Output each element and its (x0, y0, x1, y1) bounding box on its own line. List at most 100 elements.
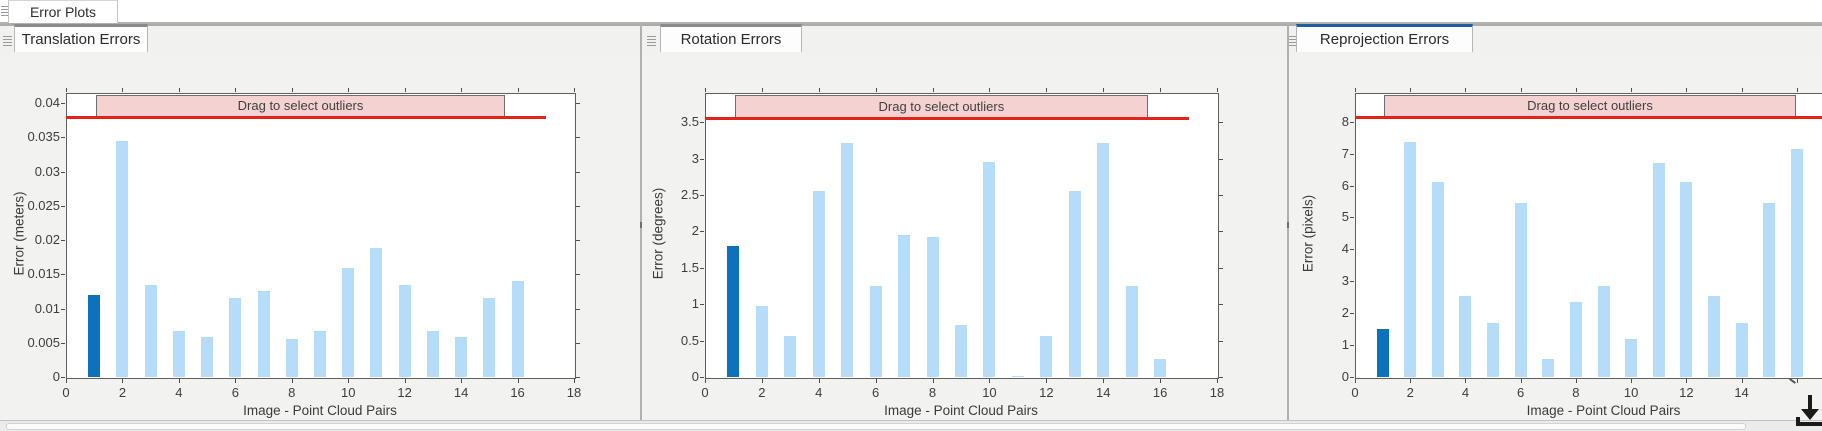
bar-pair-3[interactable] (1431, 182, 1444, 377)
bar-pair-12[interactable] (1040, 336, 1053, 377)
bar-pair-16[interactable] (1790, 148, 1803, 377)
tab-error-plots-label: Error Plots (29, 4, 97, 20)
y-tick-label: 2 (691, 223, 699, 239)
x-axis-label: Image - Point Cloud Pairs (243, 403, 397, 418)
panel-splitter[interactable] (1287, 22, 1289, 420)
bar-pair-12[interactable] (1680, 182, 1693, 377)
outlier-threshold-line (1355, 115, 1822, 119)
y-tick-mark (1350, 185, 1354, 187)
tab-rotation-errors-label: Rotation Errors (680, 31, 782, 48)
bar-pair-9[interactable] (1597, 286, 1610, 377)
bar-pair-2[interactable] (1404, 142, 1417, 377)
drag-grip-icon[interactable] (3, 34, 12, 48)
bar-pair-5[interactable] (201, 337, 214, 377)
bar-pair-13[interactable] (1068, 190, 1081, 377)
plot-area[interactable] (1355, 93, 1822, 379)
bar-pair-3[interactable] (144, 284, 157, 377)
horizontal-scrollbar-thumb[interactable] (6, 423, 1746, 430)
bar-pair-11[interactable] (1652, 163, 1665, 377)
bar-pair-10[interactable] (1625, 338, 1638, 377)
bar-pair-11[interactable] (370, 248, 383, 377)
x-tick-mark (1796, 88, 1798, 92)
y-tick-label: 0.01 (34, 300, 60, 316)
y-tick-label: 6 (1341, 177, 1349, 193)
drag-grip-icon[interactable] (647, 34, 656, 48)
outlier-threshold-line (66, 115, 546, 119)
outlier-threshold-line (705, 117, 1189, 121)
x-tick-mark (348, 379, 350, 383)
drag-grip-icon[interactable] (1289, 34, 1298, 48)
tab-error-plots[interactable]: Error Plots (8, 0, 118, 23)
bar-pair-2[interactable] (116, 140, 129, 377)
x-tick-label: 4 (815, 385, 823, 400)
tab-reprojection-errors[interactable]: Reprojection Errors (1296, 24, 1473, 52)
y-tick-mark (1350, 345, 1354, 347)
x-tick-mark (1160, 379, 1162, 383)
bar-pair-15[interactable] (1763, 203, 1776, 377)
bar-pair-16[interactable] (511, 281, 524, 377)
bar-pair-13[interactable] (426, 331, 439, 377)
x-tick-mark (1741, 379, 1743, 383)
x-tick-mark (517, 88, 519, 92)
bar-pair-7[interactable] (1542, 359, 1555, 377)
bar-pair-8[interactable] (926, 237, 939, 377)
tab-translation-errors[interactable]: Translation Errors (14, 24, 148, 52)
panel-tabstrip: Reprojection Errors (1288, 24, 1822, 54)
bar-pair-13[interactable] (1707, 295, 1720, 377)
y-tick-label: 0.5 (680, 332, 699, 348)
bar-pair-6[interactable] (1514, 203, 1527, 377)
bar-pair-9[interactable] (314, 331, 326, 377)
splitter-handle[interactable] (640, 222, 642, 228)
drag-select-outliers-region[interactable]: Drag to select outliers (734, 95, 1148, 119)
bar-pair-15[interactable] (1125, 285, 1138, 377)
bar-pair-1[interactable] (88, 294, 101, 377)
tab-translation-errors-label: Translation Errors (21, 31, 141, 48)
y-tick-mark (1219, 158, 1223, 160)
bar-pair-7[interactable] (898, 235, 911, 377)
bar-pair-5[interactable] (1487, 322, 1500, 377)
bar-pair-7[interactable] (257, 290, 270, 377)
bar-pair-4[interactable] (172, 331, 185, 377)
x-tick-label: 18 (566, 385, 582, 400)
splitter-handle[interactable] (1287, 222, 1289, 228)
bar-pair-15[interactable] (483, 297, 496, 377)
bar-pair-6[interactable] (869, 285, 882, 377)
panel-splitter[interactable] (640, 22, 642, 420)
x-tick-mark (761, 88, 763, 92)
x-tick-label: 10 (1623, 385, 1639, 400)
bar-pair-4[interactable] (1459, 295, 1472, 377)
bar-pair-10[interactable] (983, 162, 996, 377)
bar-pair-14[interactable] (455, 337, 468, 377)
tab-rotation-errors[interactable]: Rotation Errors (660, 24, 802, 52)
bar-pair-9[interactable] (955, 325, 967, 377)
bar-pair-6[interactable] (229, 297, 242, 377)
bar-pair-2[interactable] (755, 305, 768, 377)
y-tick-mark (1350, 313, 1354, 315)
bar-pair-14[interactable] (1097, 142, 1110, 377)
panel-reprojection-errors: Reprojection Errors 0 1 2 3 4 5 6 7 8 0 2 4 6 8 10 12 14… (1288, 24, 1822, 420)
x-tick-mark (875, 88, 877, 92)
bar-pair-1[interactable] (1376, 329, 1389, 377)
bar-pair-10[interactable] (342, 267, 355, 377)
bar-pair-11[interactable] (1011, 375, 1024, 377)
bar-pair-16[interactable] (1154, 358, 1167, 377)
x-tick-mark (818, 379, 820, 383)
bar-pair-8[interactable] (285, 338, 298, 377)
bar-pair-5[interactable] (841, 142, 854, 377)
y-tick-mark (61, 171, 65, 173)
drag-select-outliers-region[interactable]: Drag to select outliers (1383, 95, 1796, 117)
x-tick-mark (1046, 379, 1048, 383)
panel-rotation-errors: Rotation Errors 0 0.5 1 1.5 2 2.5 3 3.5 0 2 4 6 8 10 1… (641, 24, 1288, 420)
y-tick-label: 0.04 (34, 95, 60, 111)
bar-pair-8[interactable] (1569, 302, 1582, 377)
bar-pair-12[interactable] (398, 284, 411, 377)
bar-pair-3[interactable] (784, 336, 797, 377)
drag-select-outliers-region[interactable]: Drag to select outliers (95, 95, 506, 117)
y-tick-mark (61, 342, 65, 344)
bar-pair-1[interactable] (727, 245, 740, 377)
dock-south-arrow-icon[interactable] (1794, 393, 1822, 429)
x-tick-label: 16 (510, 385, 525, 400)
bar-pair-14[interactable] (1735, 322, 1748, 377)
drag-grip-icon[interactable] (1, 4, 10, 18)
bar-pair-4[interactable] (812, 190, 825, 377)
